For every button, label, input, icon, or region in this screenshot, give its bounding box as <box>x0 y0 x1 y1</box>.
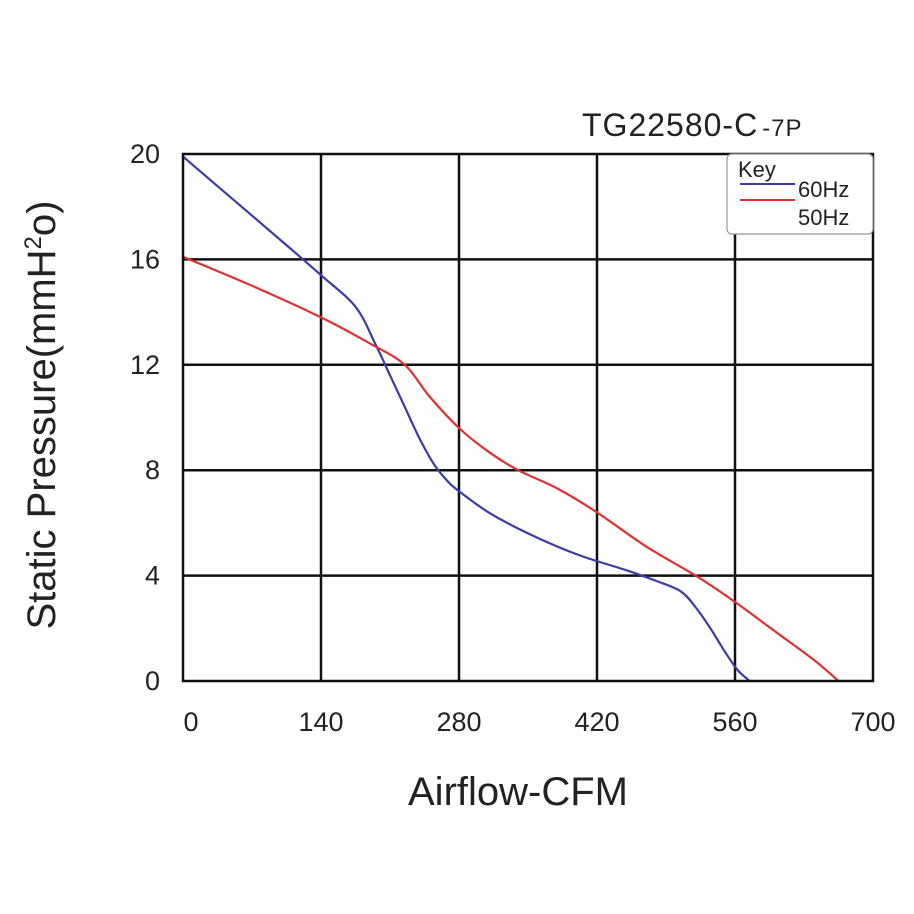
grid <box>183 154 873 681</box>
x-tick-label-560: 560 <box>712 707 757 737</box>
legend-label-60hz: 60Hz <box>798 177 849 202</box>
y-tick-label-12: 12 <box>130 350 160 380</box>
series-line-50hz <box>182 255 840 682</box>
x-axis-label: Airflow-CFM <box>408 770 628 814</box>
y-tick-label-16: 16 <box>130 244 160 274</box>
y-axis-label-superscript: 2 <box>20 236 47 249</box>
y-tick-label-4: 4 <box>145 561 160 591</box>
x-tick-label-420: 420 <box>574 707 619 737</box>
y-tick-label-8: 8 <box>145 455 160 485</box>
y-tick-label-20: 20 <box>130 139 160 169</box>
y-axis-label-main: Static Pressure(mmH <box>20 249 64 629</box>
legend-title: Key <box>738 157 776 182</box>
chart-title-suffix: -7P <box>762 115 802 142</box>
y-axis-label-end: o) <box>20 201 64 237</box>
x-tick-label-700: 700 <box>850 707 895 737</box>
plot-border <box>181 152 875 683</box>
tick-labels: 0 140 280 420 560 700 0 4 8 12 16 20 <box>130 139 896 737</box>
x-tick-label-140: 140 <box>298 707 343 737</box>
legend: Key 60Hz 50Hz <box>726 153 874 235</box>
legend-label-50hz: 50Hz <box>798 205 849 230</box>
y-tick-label-0: 0 <box>145 666 160 696</box>
x-tick-label-0: 0 <box>183 707 198 737</box>
series-layer <box>182 155 840 682</box>
chart-title-main: TG22580-C <box>582 107 758 143</box>
legend-box <box>726 153 874 235</box>
x-tick-label-280: 280 <box>436 707 481 737</box>
plot-frame <box>181 152 875 683</box>
series-line-60hz <box>182 155 751 682</box>
y-axis-label: Static Pressure(mmH2o) <box>20 201 64 630</box>
chart-title: TG22580-C -7P <box>582 107 803 143</box>
